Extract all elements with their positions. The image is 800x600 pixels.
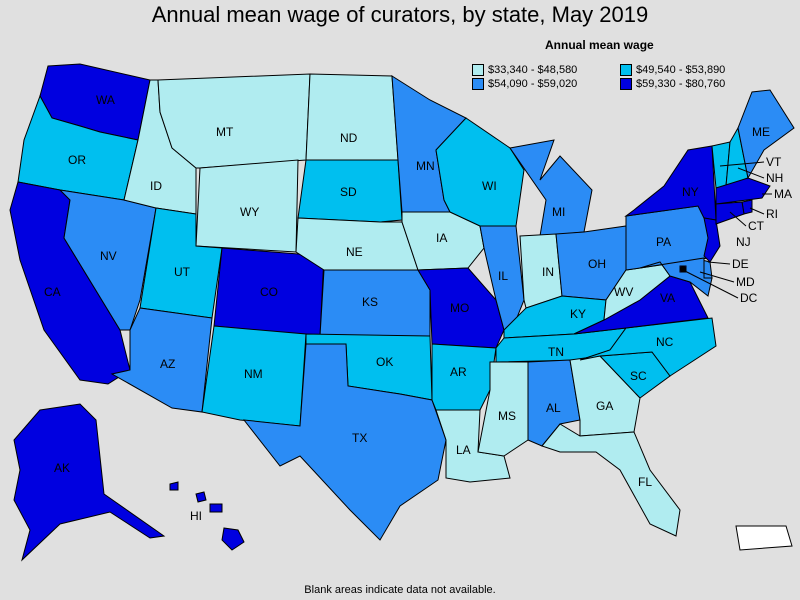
state-ny[interactable]: [624, 145, 717, 221]
legend-item-4: $59,330 - $80,760: [620, 78, 725, 90]
label-ri: RI: [766, 207, 778, 221]
label-pa: PA: [656, 235, 671, 249]
legend-title: Annual mean wage: [545, 38, 654, 52]
state-fl[interactable]: [541, 423, 681, 537]
label-ms: MS: [498, 409, 516, 423]
state-mi[interactable]: [509, 139, 593, 237]
state-nc[interactable]: [579, 317, 717, 377]
label-me: ME: [752, 125, 770, 139]
footnote: Blank areas indicate data not available.: [304, 584, 496, 596]
label-oh: OH: [588, 257, 606, 271]
label-nj: NJ: [736, 235, 751, 249]
state-ma[interactable]: [715, 177, 771, 205]
state-la[interactable]: [435, 409, 511, 483]
legend-label-1: $33,340 - $48,580: [488, 64, 578, 76]
legend-swatch-3: [472, 78, 484, 90]
label-tn: TN: [548, 345, 564, 359]
legend-item-3: $54,090 - $59,020: [472, 78, 577, 90]
label-ct: CT: [748, 219, 765, 233]
label-ga: GA: [596, 399, 613, 413]
state-nd[interactable]: [305, 73, 399, 161]
legend-item-2: $49,540 - $53,890: [620, 64, 725, 76]
label-al: AL: [546, 401, 561, 415]
label-md: MD: [736, 275, 755, 289]
label-fl: FL: [638, 475, 652, 489]
label-mt: MT: [216, 125, 234, 139]
state-in[interactable]: [519, 233, 563, 309]
label-sc: SC: [630, 369, 647, 383]
legend-swatch-2: [620, 64, 632, 76]
label-ky: KY: [570, 307, 586, 321]
legend-item-1: $33,340 - $48,580: [472, 64, 577, 76]
state-mo[interactable]: [417, 267, 505, 349]
state-az[interactable]: [110, 307, 213, 413]
label-vt: VT: [766, 155, 782, 169]
legend-label-4: $59,330 - $80,760: [636, 78, 726, 90]
label-nh: NH: [766, 171, 783, 185]
state-md[interactable]: [639, 257, 713, 297]
label-ut: UT: [174, 265, 191, 279]
state-mt[interactable]: [157, 73, 311, 169]
label-ks: KS: [362, 295, 378, 309]
label-wa: WA: [96, 93, 115, 107]
label-wy: WY: [240, 205, 259, 219]
label-nv: NV: [100, 249, 117, 263]
label-la: LA: [456, 443, 471, 457]
label-dc: DC: [740, 291, 758, 305]
label-tx: TX: [352, 431, 367, 445]
label-va: VA: [660, 291, 675, 305]
label-ne: NE: [346, 245, 363, 259]
state-tx[interactable]: [242, 343, 447, 541]
label-in: IN: [542, 265, 554, 279]
state-sd[interactable]: [297, 159, 403, 223]
label-ak: AK: [54, 461, 70, 475]
label-ca: CA: [44, 285, 61, 299]
label-mi: MI: [552, 205, 565, 219]
label-ok: OK: [376, 355, 393, 369]
label-mn: MN: [416, 159, 435, 173]
state-hi[interactable]: [169, 481, 245, 551]
leader-lines: [682, 161, 772, 299]
label-wi: WI: [482, 179, 497, 193]
label-ar: AR: [450, 365, 467, 379]
label-il: IL: [498, 269, 508, 283]
label-co: CO: [260, 285, 278, 299]
dc-marker: [680, 266, 686, 272]
state-ct[interactable]: [715, 201, 745, 225]
label-hi: HI: [190, 509, 202, 523]
label-de: DE: [732, 257, 749, 271]
state-ks[interactable]: [319, 269, 431, 337]
state-ak[interactable]: [13, 403, 166, 562]
label-ma: MA: [774, 187, 792, 201]
label-ny: NY: [682, 185, 699, 199]
legend-label-3: $54,090 - $59,020: [488, 78, 578, 90]
label-wv: WV: [614, 285, 633, 299]
label-mo: MO: [450, 301, 469, 315]
label-sd: SD: [340, 185, 357, 199]
legend-swatch-1: [472, 64, 484, 76]
label-id: ID: [150, 179, 162, 193]
state-me[interactable]: [737, 89, 795, 180]
state-ne[interactable]: [295, 217, 419, 271]
label-nm: NM: [244, 367, 263, 381]
label-nd: ND: [340, 131, 358, 145]
map-title: Annual mean wage of curators, by state, …: [151, 2, 649, 27]
label-az: AZ: [160, 357, 175, 371]
legend-label-2: $49,540 - $53,890: [636, 64, 726, 76]
label-nc: NC: [656, 335, 674, 349]
label-ia: IA: [436, 231, 447, 245]
label-or: OR: [68, 153, 86, 167]
territory-pr[interactable]: [735, 525, 793, 551]
legend-swatch-4: [620, 78, 632, 90]
